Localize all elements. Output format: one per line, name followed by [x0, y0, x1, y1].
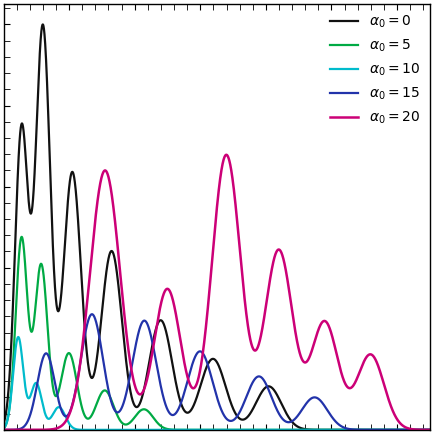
$\alpha_0 = 20$ — [419, 427, 424, 432]
Line: $\alpha_0 = 5$: $\alpha_0 = 5$ — [4, 237, 430, 430]
Line: $\alpha_0 = 15$: $\alpha_0 = 15$ — [4, 314, 430, 430]
$\alpha_0 = 15$ — [419, 427, 424, 432]
$\alpha_0 = 0$ — [373, 427, 378, 432]
$\alpha_0 = 0$ — [184, 410, 189, 415]
$\alpha_0 = 5$ — [2, 425, 7, 430]
$\alpha_0 = 10$ — [306, 427, 311, 432]
$\alpha_0 = 5$ — [165, 427, 170, 432]
$\alpha_0 = 20$ — [76, 376, 81, 381]
$\alpha_0 = 15$ — [373, 427, 378, 432]
$\alpha_0 = 15$ — [50, 369, 55, 375]
$\alpha_0 = 15$ — [184, 384, 189, 389]
$\alpha_0 = 5$ — [76, 387, 81, 392]
$\alpha_0 = 15$ — [89, 312, 95, 317]
$\alpha_0 = 0$ — [76, 219, 81, 224]
$\alpha_0 = 5$ — [184, 427, 189, 432]
Legend: $\alpha_0 = 0$, $\alpha_0 = 5$, $\alpha_0 = 10$, $\alpha_0 = 15$, $\alpha_0 = 20: $\alpha_0 = 0$, $\alpha_0 = 5$, $\alpha_… — [324, 8, 426, 132]
$\alpha_0 = 10$ — [427, 427, 432, 432]
$\alpha_0 = 15$ — [427, 427, 432, 432]
$\alpha_0 = 0$ — [427, 427, 432, 432]
$\alpha_0 = 20$ — [427, 427, 432, 432]
$\alpha_0 = 20$ — [165, 286, 170, 291]
$\alpha_0 = 0$ — [165, 335, 170, 341]
$\alpha_0 = 15$ — [165, 407, 170, 412]
$\alpha_0 = 5$ — [419, 427, 424, 432]
$\alpha_0 = 10$ — [165, 427, 170, 432]
$\alpha_0 = 20$ — [50, 427, 55, 432]
Line: $\alpha_0 = 20$: $\alpha_0 = 20$ — [4, 155, 430, 430]
$\alpha_0 = 20$ — [2, 427, 7, 432]
$\alpha_0 = 5$ — [50, 384, 56, 389]
$\alpha_0 = 20$ — [224, 152, 229, 158]
$\alpha_0 = 10$ — [184, 427, 189, 432]
$\alpha_0 = 0$ — [50, 243, 56, 248]
$\alpha_0 = 5$ — [19, 234, 24, 240]
$\alpha_0 = 5$ — [373, 427, 378, 432]
$\alpha_0 = 20$ — [373, 358, 378, 363]
Line: $\alpha_0 = 10$: $\alpha_0 = 10$ — [4, 337, 430, 430]
$\alpha_0 = 5$ — [427, 427, 432, 432]
$\alpha_0 = 20$ — [183, 367, 188, 372]
$\alpha_0 = 10$ — [16, 335, 21, 340]
$\alpha_0 = 10$ — [2, 425, 7, 431]
$\alpha_0 = 0$ — [40, 22, 46, 27]
$\alpha_0 = 15$ — [76, 375, 81, 380]
$\alpha_0 = 0$ — [2, 419, 7, 424]
$\alpha_0 = 10$ — [76, 427, 81, 432]
$\alpha_0 = 10$ — [373, 427, 378, 432]
$\alpha_0 = 15$ — [2, 427, 7, 432]
$\alpha_0 = 10$ — [419, 427, 424, 432]
Line: $\alpha_0 = 0$: $\alpha_0 = 0$ — [4, 24, 430, 430]
$\alpha_0 = 10$ — [50, 412, 56, 417]
$\alpha_0 = 0$ — [419, 427, 424, 432]
